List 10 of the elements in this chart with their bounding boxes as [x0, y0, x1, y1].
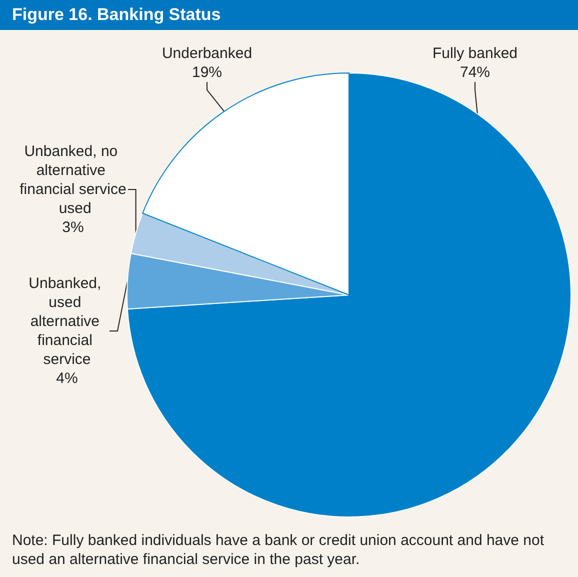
slice-label: Unbanked, used alternative financial service — [28, 275, 106, 368]
slice-label: Unbanked, no alternative financial service used — [20, 143, 126, 217]
data-label: 19% — [192, 64, 222, 81]
text: Note: Fully banked individuals have a bank or credit union account and have not used an alternative financial service in the past year. — [12, 531, 546, 569]
slice-label: Underbanked — [162, 45, 252, 62]
data-label: 74% — [460, 64, 490, 81]
chart-title: Figure 16. Banking Status — [0, 0, 578, 30]
slice-label: Fully banked — [432, 45, 518, 62]
data-label: 4% — [56, 370, 78, 387]
data-label: 3% — [62, 219, 84, 236]
